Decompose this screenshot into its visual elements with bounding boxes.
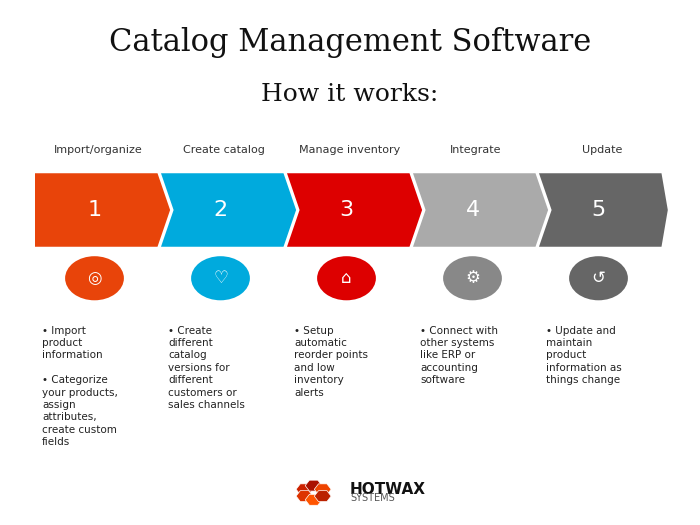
Text: Manage inventory: Manage inventory [300, 145, 400, 155]
Polygon shape [539, 173, 668, 247]
Polygon shape [287, 173, 422, 247]
Text: HOTWAX: HOTWAX [350, 482, 426, 497]
Text: • Setup
automatic
reorder points
and low
inventory
alerts: • Setup automatic reorder points and low… [294, 326, 368, 397]
Text: 4: 4 [466, 200, 480, 220]
Text: How it works:: How it works: [261, 83, 439, 106]
Circle shape [569, 256, 628, 300]
Circle shape [317, 256, 376, 300]
Text: 2: 2 [214, 200, 228, 220]
Text: • Update and
maintain
product
information as
things change: • Update and maintain product informatio… [546, 326, 622, 385]
Text: SYSTEMS: SYSTEMS [350, 492, 395, 503]
Text: Create catalog: Create catalog [183, 145, 265, 155]
Circle shape [65, 256, 124, 300]
Text: • Connect with
other systems
like ERP or
accounting
software: • Connect with other systems like ERP or… [420, 326, 498, 385]
Text: 1: 1 [88, 200, 102, 220]
Text: Integrate: Integrate [450, 145, 502, 155]
Text: 3: 3 [340, 200, 354, 220]
Text: ⌂: ⌂ [342, 269, 351, 287]
Circle shape [443, 256, 502, 300]
Text: • Import
product
information

• Categorize
your products,
assign
attributes,
cre: • Import product information • Categoriz… [42, 326, 118, 447]
Text: ↺: ↺ [592, 269, 606, 287]
Polygon shape [413, 173, 548, 247]
Text: ♡: ♡ [213, 269, 228, 287]
Text: ◎: ◎ [88, 269, 102, 287]
Text: 5: 5 [592, 200, 606, 220]
Circle shape [191, 256, 250, 300]
Polygon shape [161, 173, 296, 247]
Text: • Create
different
catalog
versions for
different
customers or
sales channels: • Create different catalog versions for … [168, 326, 245, 410]
Text: Import/organize: Import/organize [54, 145, 142, 155]
Text: Update: Update [582, 145, 622, 155]
Text: ⚙: ⚙ [465, 269, 480, 287]
Text: Catalog Management Software: Catalog Management Software [109, 26, 591, 58]
Polygon shape [35, 173, 170, 247]
